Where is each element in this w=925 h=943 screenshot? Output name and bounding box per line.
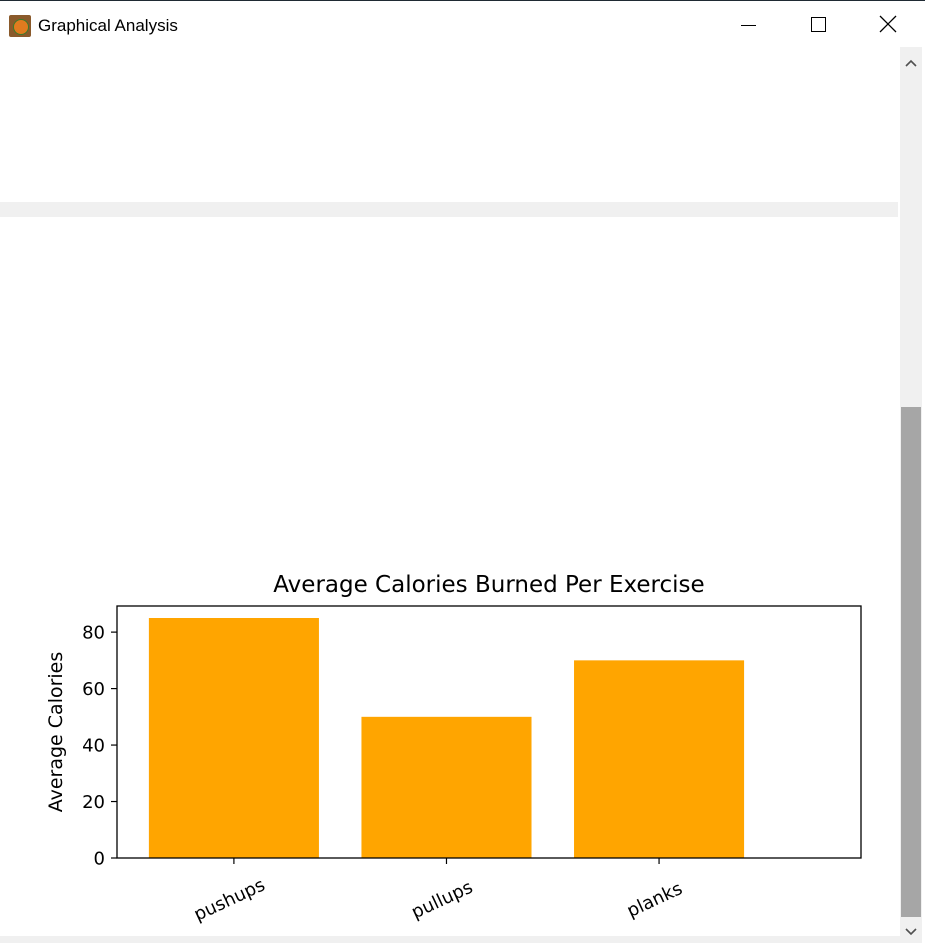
y-tick-label: 80 <box>82 623 105 644</box>
chevron-up-icon <box>905 59 917 67</box>
maximize-button[interactable] <box>783 1 853 47</box>
plot-frame <box>116 605 862 859</box>
panel-divider <box>0 202 898 217</box>
window-right-edge <box>922 47 925 943</box>
x-tick-label: planks <box>624 878 686 922</box>
close-button[interactable] <box>853 1 923 47</box>
bar-planks <box>574 660 745 858</box>
window-top-edge <box>0 0 925 1</box>
x-tick-label: pushups <box>191 874 269 925</box>
scrollbar-thumb[interactable] <box>901 407 921 917</box>
horizontal-scrollbar[interactable] <box>0 936 900 943</box>
vertical-scrollbar[interactable] <box>900 47 922 943</box>
y-tick-label: 0 <box>94 849 105 870</box>
scroll-up-button[interactable] <box>900 52 922 74</box>
bar-pushups <box>148 618 319 858</box>
maximize-icon <box>810 16 826 32</box>
app-icon <box>9 15 31 37</box>
title-bar[interactable]: Graphical Analysis <box>0 1 925 47</box>
y-tick-label: 40 <box>82 736 105 757</box>
chart-title: Average Calories Burned Per Exercise <box>273 572 704 598</box>
chevron-down-icon <box>905 928 917 936</box>
y-tick-label: 20 <box>82 792 105 813</box>
window-title: Graphical Analysis <box>38 16 178 35</box>
y-tick-label: 60 <box>82 679 105 700</box>
scroll-down-button[interactable] <box>900 921 922 943</box>
bar-pullups <box>361 716 532 858</box>
x-tick-label: pullups <box>408 877 476 924</box>
y-axis-label: Average Calories <box>45 652 67 813</box>
minimize-icon <box>740 24 756 26</box>
minimize-button[interactable] <box>713 1 783 47</box>
close-icon <box>879 15 897 33</box>
